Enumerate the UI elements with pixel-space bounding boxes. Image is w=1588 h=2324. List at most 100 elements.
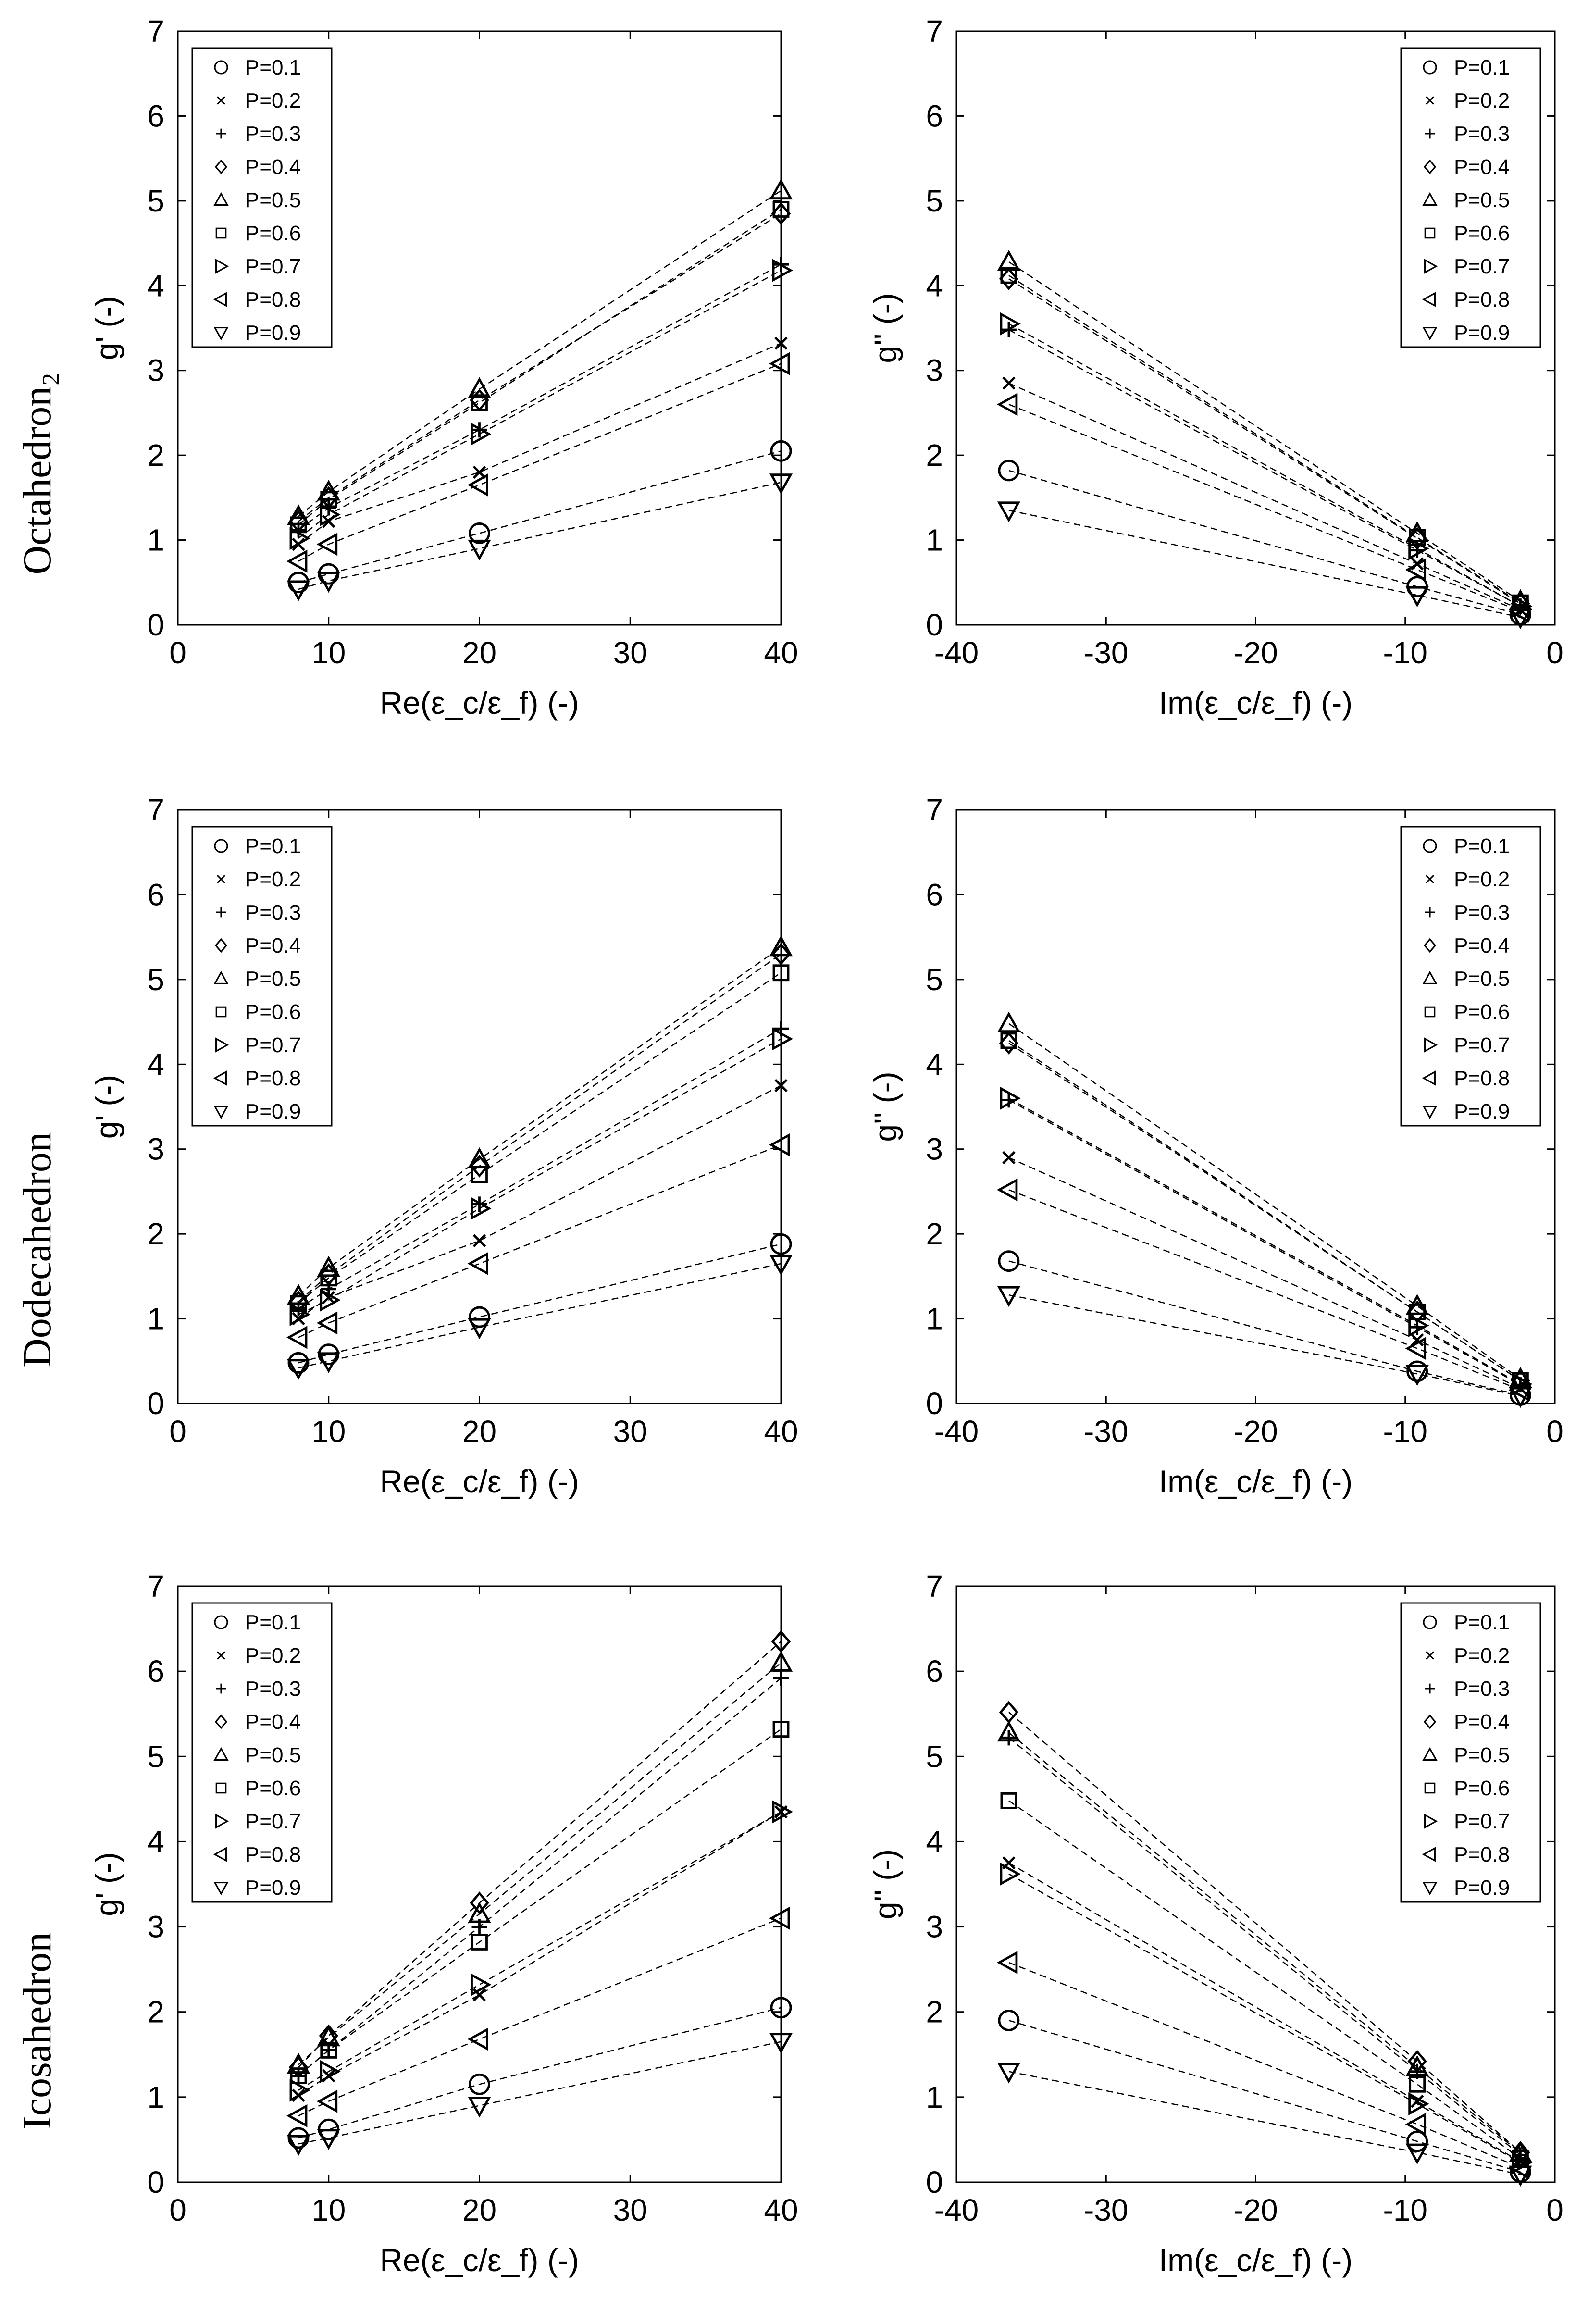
- y-tick-label: 5: [926, 1739, 943, 1774]
- legend-entry: P=0.3: [245, 122, 301, 146]
- panel-icosahedron-real: 0 10 20 30 40 0 1 2 3 4 5 6 7 Re(ε_c/ε_f) (-) g' (-) P=…: [89, 1569, 798, 2278]
- legend-entry: P=0.2: [245, 868, 301, 891]
- x-icon: [217, 875, 225, 883]
- series-line: [298, 1243, 782, 1364]
- y-tick-label: 3: [926, 353, 943, 388]
- series-line: [1008, 510, 1521, 618]
- data-point: [997, 1011, 1021, 1033]
- data-point: [471, 422, 492, 446]
- y-tick-label: 2: [926, 1217, 943, 1251]
- series-line: [298, 946, 782, 1296]
- x-tick-label: 10: [311, 635, 346, 670]
- y-axis-label: g' (-): [89, 1852, 124, 1916]
- legend-entry: P=0.2: [1454, 1644, 1510, 1667]
- legend-entry: P=0.7: [1454, 255, 1510, 278]
- data-point: [1407, 2050, 1427, 2073]
- data-point: [770, 440, 792, 462]
- data-point: [1512, 595, 1533, 618]
- y-axis-label: g' (-): [89, 296, 124, 360]
- x-tick-label: -30: [1084, 2193, 1129, 2227]
- data-point: [320, 503, 341, 526]
- data-point: [1000, 312, 1021, 336]
- triangle-right-icon: [1424, 259, 1438, 274]
- data-point: [772, 1721, 790, 1738]
- data-point: [1405, 586, 1429, 608]
- y-tick-label: 3: [147, 353, 164, 388]
- x-axis-label: Im(ε_c/ε_f) (-): [1159, 1464, 1352, 1499]
- legend-entry: P=0.6: [245, 222, 301, 245]
- data-point: [471, 1166, 488, 1183]
- data-point: [320, 1269, 337, 1287]
- legend-entry: P=0.9: [1454, 1100, 1510, 1123]
- data-point: [769, 2033, 793, 2054]
- legend-entry: P=0.4: [1454, 934, 1510, 957]
- legend-entry: P=0.1: [245, 56, 301, 79]
- legend-entry: P=0.4: [245, 1710, 301, 1734]
- y-tick-label: 2: [147, 1217, 164, 1251]
- y-tick-label: 1: [147, 2080, 164, 2114]
- legend-entry: P=0.3: [245, 1677, 301, 1701]
- legend-box: [191, 1602, 333, 1903]
- legend-entry: P=0.6: [245, 1000, 301, 1024]
- panel-octahedron-real: 0 10 20 30 40 0 1 2 3 4 5 6 7 Re(ε_c/ε_f) (-) g' (-) P=…: [89, 14, 798, 721]
- y-axis-label: g'' (-): [868, 1849, 903, 1919]
- data-point: [998, 2010, 1020, 2031]
- series-line: [298, 264, 782, 531]
- y-tick-label: 1: [926, 2080, 943, 2114]
- x-tick-label: 20: [462, 2193, 496, 2227]
- series-line: [1008, 1040, 1521, 1381]
- circle-icon: [1423, 839, 1437, 853]
- x-tick-label: 10: [311, 1414, 346, 1449]
- data-point: [997, 2063, 1021, 2084]
- legend: P=0.1 P=0.2 P=0.3 P=0.4 P=0.5 P=0.6 P=0.7 P=0.8…: [1400, 47, 1541, 348]
- triangle-right-icon: [215, 1814, 229, 1829]
- series-P=0.8: [996, 1951, 1529, 2179]
- data-point: [1405, 2113, 1427, 2136]
- x-tick-label: -20: [1233, 1414, 1278, 1449]
- triangle-down-icon: [1422, 327, 1438, 341]
- y-tick-label: 5: [147, 962, 164, 997]
- data-point: [470, 1891, 489, 1914]
- data-point: [471, 1934, 488, 1951]
- data-point: [320, 2060, 341, 2083]
- y-tick-label: 1: [926, 1302, 943, 1336]
- data-point: [468, 1902, 491, 1923]
- data-point: [317, 2025, 340, 2047]
- data-point: [317, 572, 340, 593]
- series-P=0.7: [289, 259, 793, 550]
- series-P=0.7: [1000, 312, 1533, 618]
- legend: P=0.1 P=0.2 P=0.3 P=0.4 P=0.5 P=0.6 P=0.7 P=0.8…: [1400, 1602, 1541, 1903]
- series-line: [1008, 1023, 1521, 1379]
- data-point: [286, 1326, 308, 1349]
- legend-entry: P=0.2: [1454, 868, 1510, 891]
- series-P=0.9: [286, 1255, 793, 1380]
- x-tick-label: -20: [1233, 2193, 1278, 2227]
- triangle-down-icon: [213, 1106, 229, 1119]
- data-point: [286, 2104, 308, 2127]
- data-point: [996, 393, 1018, 416]
- triangle-up-icon: [1422, 970, 1438, 984]
- data-point: [770, 1997, 792, 2019]
- data-point: [468, 377, 491, 398]
- x-tick-label: -10: [1383, 1414, 1428, 1449]
- y-tick-label: 0: [926, 2165, 943, 2200]
- data-point: [469, 2073, 490, 2095]
- panel-dodecahedron-imag: -40 -30 -20 -10 0 0 1 2 3 4 5 6 7 Im(ε_c/ε_f) (-) g'' …: [868, 793, 1563, 1499]
- data-point: [1409, 529, 1426, 546]
- data-point: [471, 1197, 492, 1220]
- series-line: [298, 270, 782, 539]
- plus-icon: [1425, 128, 1435, 139]
- y-tick-label: 0: [147, 1386, 164, 1421]
- y-tick-label: 6: [147, 877, 164, 912]
- triangle-left-icon: [213, 292, 227, 307]
- legend-entry: P=0.1: [1454, 56, 1510, 79]
- x-tick-label: -30: [1084, 635, 1129, 670]
- series-line: [298, 1085, 782, 1319]
- triangle-up-icon: [213, 970, 229, 984]
- x-axis-label: Im(ε_c/ε_f) (-): [1159, 685, 1352, 721]
- series-line: [298, 972, 782, 1304]
- x-icon: [217, 96, 225, 105]
- data-point: [290, 2067, 307, 2084]
- legend-entry: P=0.4: [245, 155, 301, 179]
- data-point: [1509, 1387, 1532, 1408]
